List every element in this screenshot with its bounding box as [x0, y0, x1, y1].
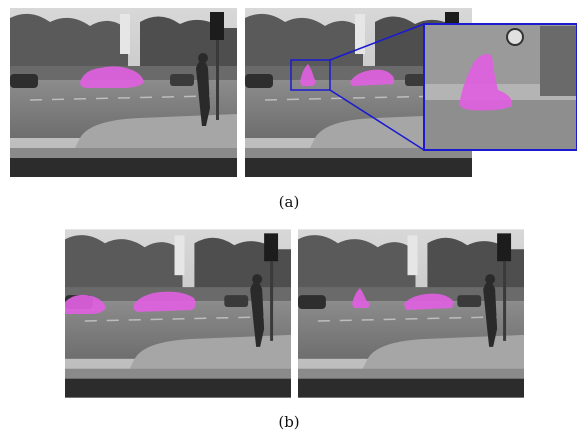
zoom-line — [329, 89, 425, 151]
segmentation-mask — [80, 66, 144, 88]
segmentation-mask — [459, 54, 513, 111]
zoom-box — [290, 59, 331, 91]
photo — [10, 8, 237, 177]
segmentation-mask — [404, 293, 454, 310]
caption: (b) — [278, 413, 299, 431]
segmentation-mask — [300, 64, 316, 86]
caption: (a) — [279, 193, 300, 211]
segmentation-mask — [350, 69, 394, 86]
photo — [65, 229, 291, 398]
photo — [298, 229, 524, 398]
segmentation-mask — [65, 294, 106, 314]
zoom-inset — [423, 23, 577, 151]
zoom-line — [329, 23, 425, 61]
segmentation-mask — [133, 291, 196, 312]
segmentation-mask — [352, 288, 370, 308]
